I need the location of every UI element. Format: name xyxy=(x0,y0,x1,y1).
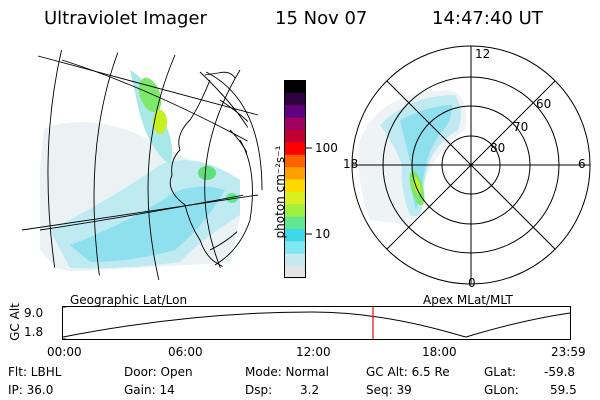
colorbar-segment xyxy=(284,92,306,106)
geo-meridian-4 xyxy=(204,69,241,273)
colorbar-segment xyxy=(284,141,306,155)
geo-horizon-top xyxy=(37,55,259,116)
orbit-altitude-curve xyxy=(62,311,571,338)
status-dsp-label: Dsp: xyxy=(245,383,273,397)
geographic-map xyxy=(21,50,263,281)
orbit-ytick-1.8: 1.8 xyxy=(24,325,44,339)
status-gc-alt: GC Alt: 6.5 Re xyxy=(366,365,450,379)
geo-parallel-1 xyxy=(39,191,248,231)
geo-parallel-3 xyxy=(199,71,248,141)
polar-mlt-0: 0 xyxy=(468,276,476,290)
geo-meridian-3 xyxy=(147,54,176,281)
status-door: Door: Open xyxy=(124,365,193,379)
geo-parallel-4 xyxy=(219,99,248,136)
status-dsp-value: 3.2 xyxy=(300,383,320,397)
geo-meridian-1 xyxy=(47,50,63,271)
polar-mlat-label-80: 80 xyxy=(490,141,506,155)
geo-bright-spot-3 xyxy=(198,166,216,180)
polar-mlt-12: 12 xyxy=(475,47,491,61)
polar-bright-spot-core xyxy=(413,177,421,195)
colorbar-tick-label-10: 10 xyxy=(315,227,331,241)
orbit-xtick-0000: 00:00 xyxy=(47,345,82,359)
geo-parallel-2 xyxy=(61,59,248,146)
geo-horizon-bottom xyxy=(21,194,259,231)
colorbar-ticks xyxy=(306,147,312,235)
colorbar-segment xyxy=(284,191,306,205)
colorbar-segment xyxy=(284,216,306,229)
colorbar-segment xyxy=(284,104,306,118)
orbit-xtick-1200: 12:00 xyxy=(296,345,331,359)
geo-coastline-2 xyxy=(204,71,236,79)
status-mode: Mode: Normal xyxy=(245,365,329,379)
instrument-title: Ultraviolet Imager xyxy=(44,8,207,29)
polar-mlt-18: 18 xyxy=(343,157,359,171)
colorbar xyxy=(284,80,306,279)
colorbar-unit-label: photon cm⁻²s⁻¹ xyxy=(273,145,287,239)
geo-bright-spot-4 xyxy=(226,193,238,203)
orbit-plot-frame xyxy=(62,306,571,340)
colorbar-segment xyxy=(284,117,306,130)
status-gain: Gain: 14 xyxy=(124,383,175,397)
colorbar-segment xyxy=(284,203,306,217)
geo-limb-arc-1 xyxy=(205,71,263,191)
polar-map-caption: Apex MLat/MLT xyxy=(423,293,513,307)
observation-time: 14:47:40 UT xyxy=(432,8,543,29)
observation-date: 15 Nov 07 xyxy=(275,8,368,29)
colorbar-segment xyxy=(284,80,306,93)
polar-mlat-label-70: 70 xyxy=(513,120,529,134)
colorbar-segment xyxy=(284,265,306,279)
colorbar-segment xyxy=(284,228,306,242)
status-glon-label: GLon: xyxy=(484,383,519,397)
colorbar-segment xyxy=(284,166,306,180)
status-seq: Seq: 39 xyxy=(366,383,412,397)
geo-limb-arc-2 xyxy=(214,139,253,266)
polar-map xyxy=(351,45,591,285)
geo-coastline xyxy=(169,79,226,269)
status-ip: IP: 36.0 xyxy=(8,383,54,397)
orbit-xtick-1800: 18:00 xyxy=(422,345,457,359)
colorbar-tick-label-100: 100 xyxy=(315,141,338,155)
polar-diag-2 xyxy=(386,80,556,250)
geo-map-caption: Geographic Lat/Lon xyxy=(70,293,188,307)
colorbar-segment xyxy=(284,253,306,267)
status-glat-label: GLat: xyxy=(484,365,517,379)
status-filter: Flt: LBHL xyxy=(8,365,62,379)
colorbar-segment xyxy=(284,129,306,143)
geo-parallel-6 xyxy=(209,209,248,251)
polar-mlt-6: 6 xyxy=(578,157,586,171)
colorbar-segment xyxy=(284,179,306,192)
orbit-ylabel: GC Alt xyxy=(8,303,22,341)
orbit-plot xyxy=(62,306,571,340)
geo-parallel-5 xyxy=(229,129,248,176)
orbit-ytick-9: 9.0 xyxy=(24,306,44,320)
status-glon-value: 59.5 xyxy=(550,383,577,397)
geo-bright-spot-1 xyxy=(138,77,162,113)
polar-mlat-label-60: 60 xyxy=(536,97,552,111)
colorbar-frame xyxy=(284,80,306,278)
status-glat-value: -59.8 xyxy=(544,365,576,379)
colorbar-segment xyxy=(284,240,306,254)
orbit-xtick-2359: 23:59 xyxy=(551,345,586,359)
geo-bright-spot-2 xyxy=(153,110,167,134)
orbit-xtick-0600: 06:00 xyxy=(168,345,203,359)
colorbar-segment xyxy=(284,154,306,168)
